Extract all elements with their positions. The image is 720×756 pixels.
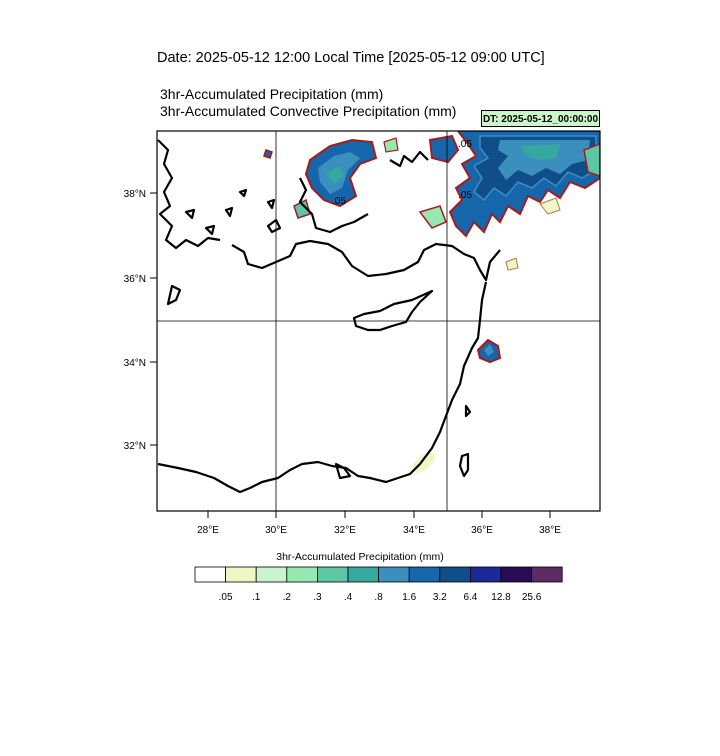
colorbar-title: 3hr-Accumulated Precipitation (mm) (276, 551, 444, 563)
aegean-coast-east (298, 177, 369, 234)
coastlines (157, 139, 501, 494)
lat-label-32: 32°N (124, 441, 146, 452)
lon-label-38: 38°E (539, 525, 561, 536)
colorbar-swatch-11 (531, 566, 563, 583)
colorbar-swatch-1 (225, 566, 257, 583)
precip-cluster-north-aegean (263, 137, 399, 219)
colorbar-swatch-2 (255, 566, 288, 583)
graticule (157, 131, 600, 511)
colorbar-label-6: 1.6 (402, 592, 416, 603)
contour-label-1: .05 (458, 139, 472, 150)
lat-label-34: 34°N (124, 358, 146, 369)
precip-title: 3hr-Accumulated Precipitation (mm) (160, 86, 384, 102)
lake-tiberias (464, 404, 472, 418)
contour-label-3: .05 (332, 196, 346, 207)
colorbar-label-2: .2 (283, 592, 292, 603)
aegean-islands (184, 150, 429, 236)
lat-axis: 38°N 36°N 34°N 32°N (124, 189, 157, 452)
island-rhodes (266, 218, 282, 234)
lat-label-36: 36°N (124, 274, 146, 285)
aegean-coast-west (157, 139, 221, 250)
convective-precip-title: 3hr-Accumulated Convective Precipitation… (160, 103, 457, 119)
colorbar-labels: .05 .1 .2 .3 .4 .8 1.6 3.2 6.4 12.8 25.6 (219, 592, 542, 603)
lon-label-36: 36°E (471, 525, 493, 536)
colorbar-label-3: .3 (313, 592, 322, 603)
date-title: Date: 2025-05-12 12:00 Local Time [2025-… (157, 50, 545, 66)
colorbar-swatch-9 (469, 566, 502, 583)
map-border (156, 130, 601, 512)
nile-delta-lagoon (334, 462, 352, 480)
lon-label-34: 34°E (403, 525, 425, 536)
colorbar-label-10: 25.6 (522, 592, 542, 603)
colorbar-label-8: 6.4 (463, 592, 477, 603)
colorbar (194, 566, 563, 583)
colorbar-swatch-4 (316, 566, 349, 583)
colorbar-label-4: .4 (344, 592, 353, 603)
turkey-south-coast (231, 239, 501, 282)
cyprus-coast (352, 289, 434, 332)
colorbar-swatch-6 (378, 566, 410, 583)
precip-cluster-levant (476, 338, 502, 364)
lon-label-32: 32°E (334, 525, 356, 536)
lon-label-30: 30°E (265, 525, 287, 536)
colorbar-label-5: .8 (374, 592, 383, 603)
colorbar-label-1: .1 (252, 592, 261, 603)
colorbar-label-0: .05 (219, 592, 233, 603)
datetime-badge: DT: 2025-05-12_00:00:00 (481, 110, 600, 127)
colorbar-swatch-0 (194, 566, 227, 583)
colorbar-swatch-8 (439, 566, 471, 583)
precip-cluster-northeast (418, 131, 600, 271)
colorbar-label-9: 12.8 (491, 592, 511, 603)
lon-axis: 28°E 30°E 32°E 34°E 36°E 38°E (197, 511, 561, 536)
lat-label-38: 38°N (124, 189, 146, 200)
colorbar-label-7: 3.2 (433, 592, 447, 603)
island-crete-east (166, 284, 182, 306)
precip-cluster-sinai (412, 452, 436, 474)
colorbar-swatch-10 (500, 566, 533, 583)
contour-label-2: .05 (458, 190, 472, 201)
colorbar-swatch-3 (286, 566, 318, 583)
precipitation-field: .05 .05 .05 (263, 131, 600, 474)
colorbar-swatch-7 (408, 566, 441, 583)
lon-label-28: 28°E (197, 525, 219, 536)
colorbar-swatch-5 (347, 566, 380, 583)
levant-coast (157, 281, 488, 494)
dead-sea-coast (458, 452, 470, 478)
